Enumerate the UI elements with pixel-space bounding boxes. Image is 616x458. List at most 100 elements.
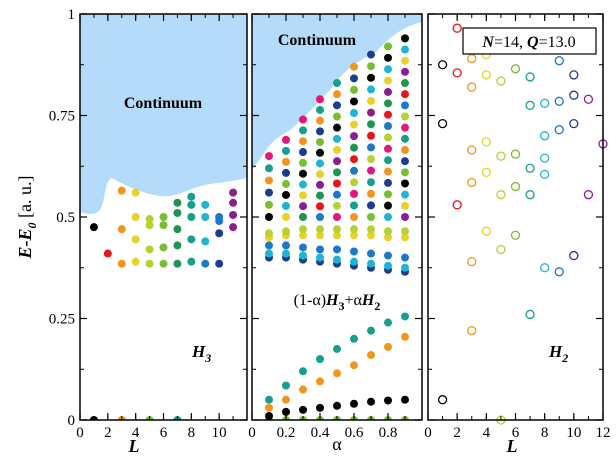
data-point [265, 411, 273, 420]
data-point [173, 198, 182, 207]
data-point [299, 231, 307, 240]
data-point [350, 166, 358, 175]
data-point [316, 138, 324, 147]
data-point [384, 144, 392, 153]
data-point [467, 326, 477, 336]
data-point [401, 101, 409, 110]
parameter-box: N=14, Q=13.0 [462, 27, 597, 55]
data-point [187, 200, 196, 209]
data-point [401, 332, 409, 341]
data-point [367, 108, 375, 117]
data-point [401, 123, 409, 132]
data-point [89, 223, 98, 232]
data-point [201, 259, 210, 268]
data-point [367, 50, 375, 59]
data-point [282, 157, 290, 166]
data-point [215, 259, 224, 268]
x-tick-label: 6 [512, 425, 520, 441]
data-point [452, 200, 462, 210]
data-point [201, 200, 210, 209]
data-point [316, 202, 324, 211]
data-point [316, 95, 324, 104]
data-point [229, 223, 238, 232]
data-point [401, 112, 409, 121]
data-point [299, 115, 307, 124]
data-point [350, 178, 358, 187]
data-point [401, 190, 409, 199]
x-tick-label: 0.6 [345, 425, 364, 441]
data-point [367, 397, 375, 406]
data-point [367, 120, 375, 129]
data-point [350, 143, 358, 152]
continuum-region-left [80, 14, 247, 214]
data-point [316, 148, 324, 157]
data-point [401, 90, 409, 99]
data-point [583, 94, 594, 104]
data-point [367, 62, 375, 71]
data-point [583, 190, 594, 200]
data-point [265, 188, 273, 197]
data-point [384, 261, 392, 270]
data-point [384, 190, 392, 199]
data-point [401, 395, 409, 404]
data-point [496, 244, 506, 255]
data-point [367, 326, 375, 335]
data-point [282, 179, 290, 188]
data-point [350, 109, 358, 118]
data-point [350, 213, 358, 221]
data-point [299, 213, 307, 221]
data-point [145, 215, 154, 224]
data-point [350, 189, 358, 198]
x-tick-label: 6 [160, 425, 168, 441]
data-point [333, 190, 341, 199]
data-point [333, 123, 341, 132]
data-point [333, 213, 341, 221]
x-tick-label: 2 [453, 425, 461, 441]
svg-text:N=14, Q=13.0: N=14, Q=13.0 [481, 34, 575, 51]
data-point [401, 233, 409, 242]
data-point [350, 201, 358, 210]
data-point [569, 250, 579, 261]
x-tick-label: 0.4 [311, 425, 330, 441]
data-point [401, 253, 409, 262]
data-point [333, 369, 341, 378]
y-tick-label: 1 [68, 7, 76, 23]
data-point [229, 198, 238, 207]
data-point [452, 68, 462, 78]
data-point [384, 251, 392, 260]
data-point [159, 221, 168, 230]
data-point [316, 116, 324, 125]
data-point [437, 395, 448, 405]
data-point [117, 259, 126, 268]
data-point [554, 125, 564, 135]
data-point [316, 127, 324, 136]
data-point [350, 399, 358, 408]
points-middle-panel [265, 34, 409, 420]
data-point [333, 344, 341, 353]
data-point [333, 90, 341, 99]
data-point [401, 157, 409, 166]
data-point [265, 164, 273, 173]
data-point [384, 87, 392, 96]
data-point [467, 257, 477, 267]
data-point [384, 318, 392, 327]
points-left-panel [89, 186, 238, 420]
data-point [384, 76, 392, 85]
x-tick-label: 0 [424, 425, 432, 441]
data-point [384, 213, 392, 221]
continuum-label-middle: Continuum [278, 32, 357, 49]
data-point [350, 247, 358, 256]
data-point [299, 158, 307, 167]
data-point [367, 225, 375, 234]
data-point [316, 231, 324, 240]
data-point [316, 403, 324, 412]
data-point [299, 191, 307, 200]
data-point [282, 213, 290, 221]
data-point [265, 229, 273, 238]
data-point [540, 169, 550, 180]
data-point [173, 259, 182, 268]
data-point [333, 157, 341, 166]
data-point [540, 263, 550, 273]
data-point [117, 225, 126, 234]
data-point [367, 259, 375, 268]
